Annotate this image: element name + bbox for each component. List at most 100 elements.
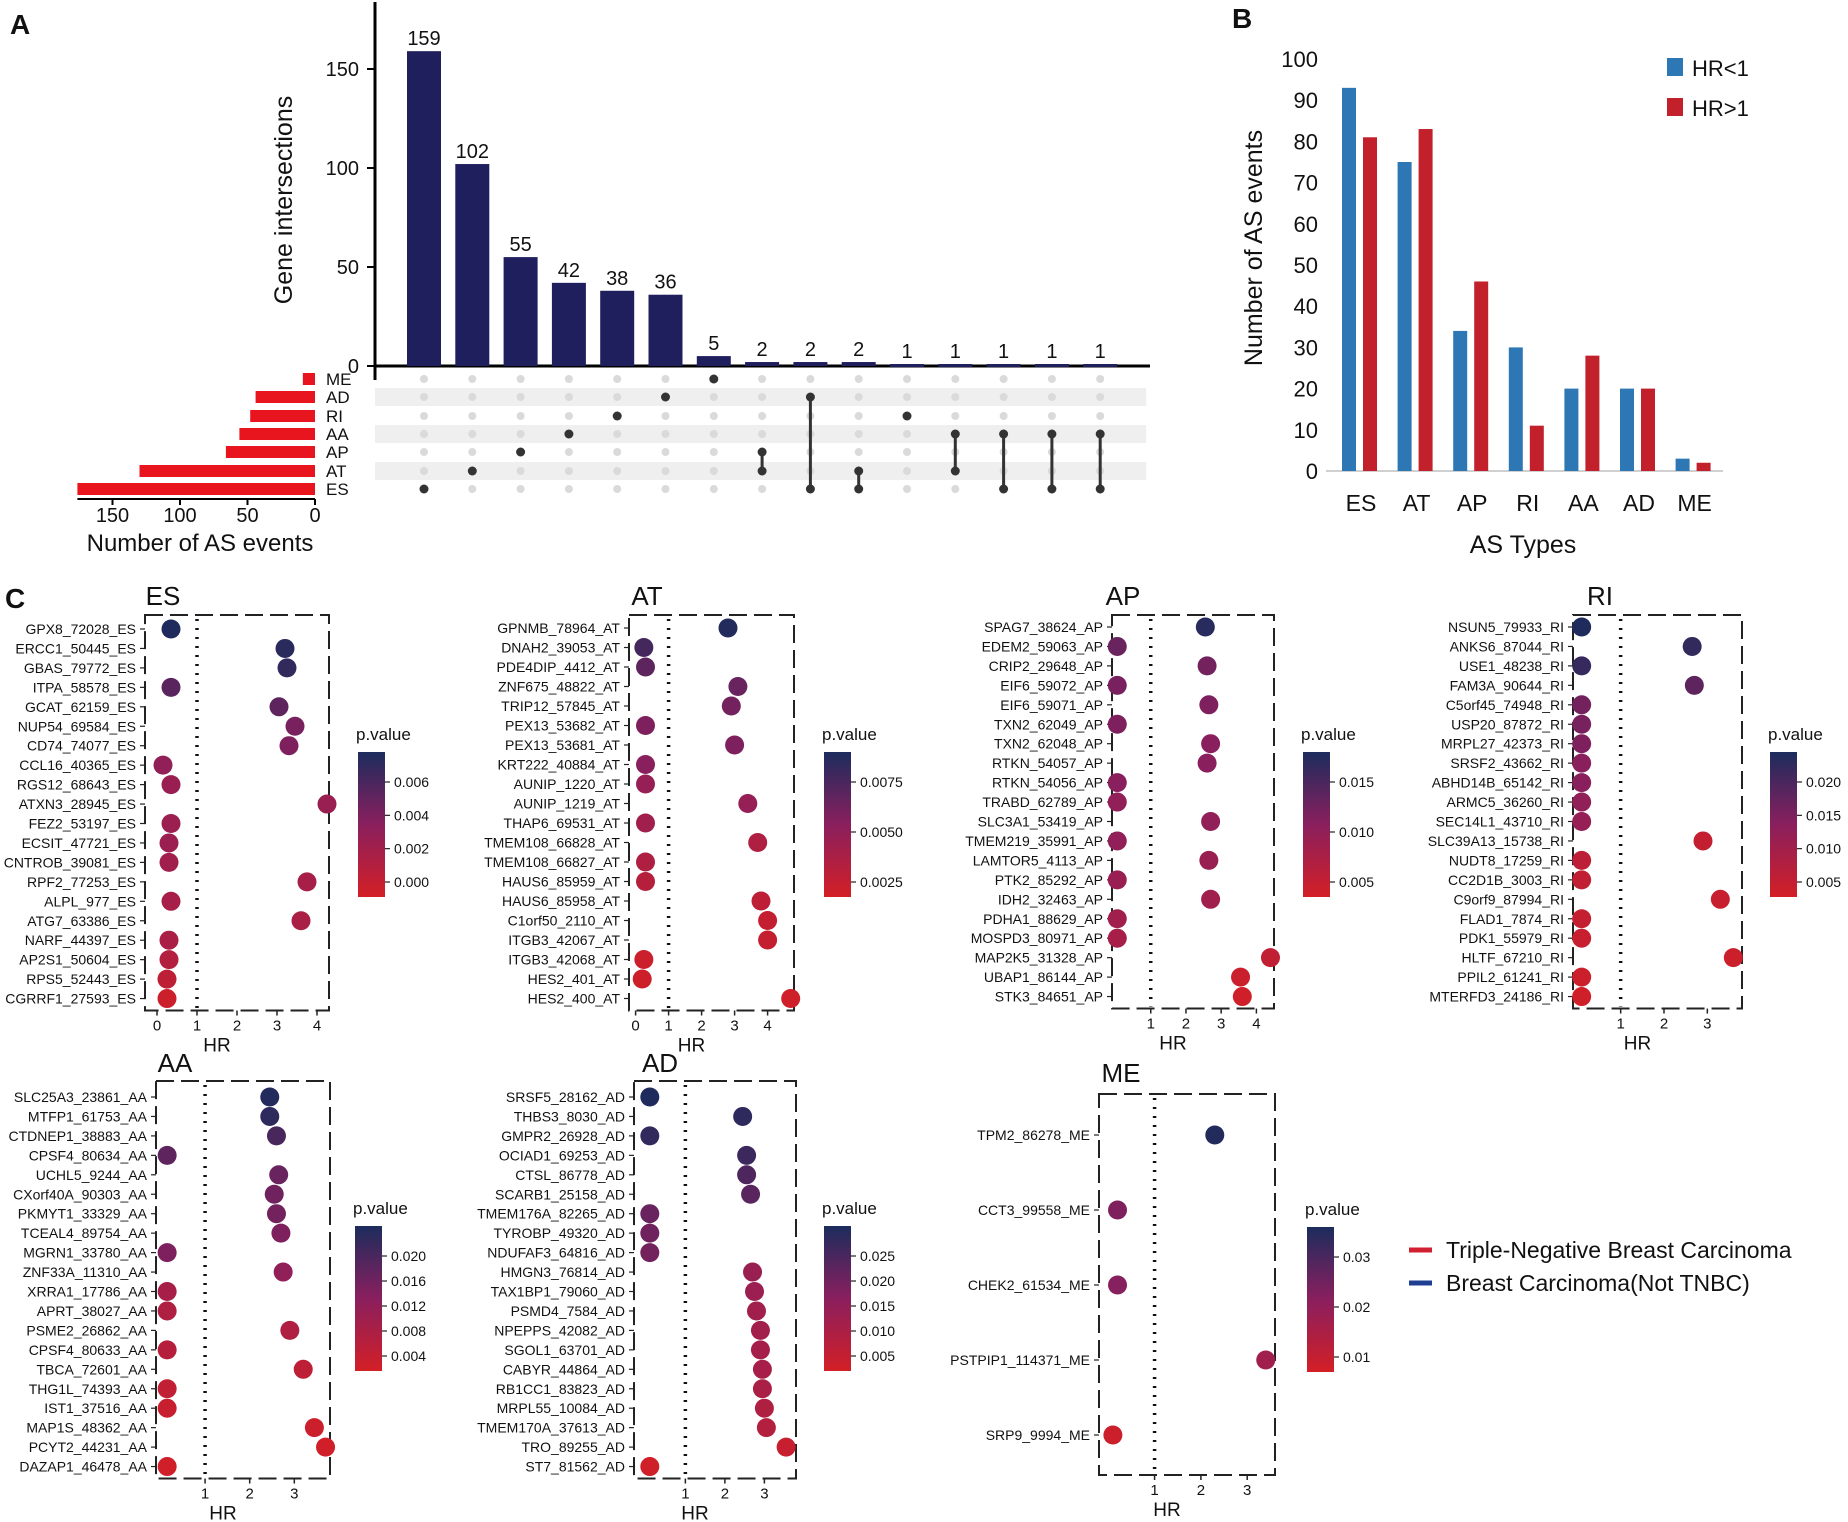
forest-dot bbox=[636, 872, 655, 891]
forest-row-label: C5orf45_74948_RI bbox=[1446, 697, 1564, 713]
as-types-y-tick-label: 50 bbox=[1294, 253, 1318, 278]
pvalue-legend-tick-label: 0.010 bbox=[1806, 841, 1841, 857]
matrix-dot-inactive bbox=[999, 375, 1008, 383]
bar-hr-low bbox=[1508, 347, 1523, 471]
forest-row-label: CGRRF1_27593_ES bbox=[5, 991, 136, 1007]
matrix-dot-inactive bbox=[564, 467, 573, 475]
forest-dot bbox=[725, 735, 745, 755]
upset-y-axis: 0 50 100 150 bbox=[326, 2, 1150, 380]
forest-dot bbox=[159, 930, 179, 950]
forest-dot bbox=[157, 989, 177, 1009]
forest-dot bbox=[1107, 675, 1127, 695]
intersection-bar-label: 1 bbox=[998, 341, 1009, 363]
forest-row-label: ZNF33A_11310_AA bbox=[23, 1264, 148, 1280]
forest-dot bbox=[756, 1418, 776, 1438]
forest-row-label: UCHL5_9244_AA bbox=[36, 1167, 148, 1183]
legend-swatch-hr-high bbox=[1667, 98, 1683, 116]
as-types-plot: 0 10 20 30 40 50 60 70 80 90 100 ES AT AP RI AA AD ME bbox=[1281, 47, 1723, 516]
forest-row-label: PEX13_53682_AT bbox=[505, 718, 620, 734]
forest-dot bbox=[1572, 695, 1592, 715]
forest-dot bbox=[159, 950, 179, 970]
forest-row-label: FEZ2_53197_ES bbox=[29, 816, 136, 832]
forest-frame bbox=[1098, 1093, 1276, 1476]
intersection-bar-label: 1 bbox=[901, 341, 912, 363]
as-types-y-tick-label: 80 bbox=[1294, 129, 1318, 154]
upset-y-tick-label: 150 bbox=[326, 59, 359, 81]
as-types-y-tick-label: 90 bbox=[1294, 88, 1318, 113]
forest-x-tick-label: 3 bbox=[730, 1018, 738, 1035]
forest-dot bbox=[1572, 987, 1592, 1007]
set-size-tick-label: 100 bbox=[163, 505, 196, 527]
forest-dot bbox=[721, 696, 741, 716]
bar-hr-high bbox=[1474, 281, 1489, 471]
matrix-dot-inactive bbox=[854, 448, 863, 456]
pvalue-legend-gradient bbox=[824, 752, 851, 897]
forest-dot bbox=[737, 1145, 757, 1165]
forest-dot bbox=[1231, 967, 1251, 987]
matrix-dot-inactive bbox=[903, 485, 911, 493]
forest-row-label: USP20_87872_RI bbox=[1451, 716, 1564, 732]
matrix-dot-inactive bbox=[420, 430, 428, 438]
intersection-bar-label: 1 bbox=[950, 341, 961, 363]
pvalue-legend-tick-label: 0.010 bbox=[1339, 824, 1374, 840]
set-name-label: AP bbox=[326, 443, 349, 462]
matrix-dot-inactive bbox=[468, 448, 477, 456]
legend-label-hr-high: HR>1 bbox=[1692, 96, 1749, 121]
intersection-bar bbox=[455, 164, 490, 366]
forest-dot bbox=[1684, 675, 1704, 695]
forest-row-label: CXorf40A_90303_AA bbox=[13, 1186, 148, 1202]
forest-dot bbox=[1572, 656, 1592, 676]
upset-matrix bbox=[375, 374, 1147, 494]
forest-row-label: CHEK2_61534_ME bbox=[968, 1277, 1090, 1293]
forest-dot bbox=[640, 1087, 660, 1107]
pvalue-legend-tick-label: 0.01 bbox=[1343, 1349, 1370, 1365]
pvalue-legend-tick-label: 0.002 bbox=[394, 841, 429, 857]
forest-dot bbox=[634, 638, 654, 657]
forest-row-label: SLC39A13_15738_RI bbox=[1428, 833, 1564, 849]
forest-row-label: PEX13_53681_AT bbox=[505, 737, 620, 753]
matrix-dot-active bbox=[564, 429, 574, 439]
matrix-dot-inactive bbox=[420, 375, 428, 383]
bar-hr-high bbox=[1696, 462, 1711, 471]
bar-hr-high bbox=[1641, 388, 1655, 471]
forest-row-label: UBAP1_86144_AP bbox=[984, 969, 1103, 985]
forest-dot bbox=[304, 1418, 324, 1438]
intersection-bar-label: 42 bbox=[558, 260, 580, 282]
as-types-y-tick-label: 30 bbox=[1294, 335, 1318, 360]
intersection-bar-label: 2 bbox=[757, 339, 768, 361]
forest-row-label: ALPL_977_ES bbox=[44, 893, 136, 909]
matrix-dot-inactive bbox=[516, 485, 525, 493]
as-types-x-axis-title: AS Types bbox=[1470, 531, 1577, 559]
intersection-bar bbox=[745, 362, 780, 366]
forest-row-label: PPIL2_61241_RI bbox=[1457, 969, 1564, 985]
forest-row-label: ST7_81562_AD bbox=[525, 1459, 625, 1475]
forest-x-tick-label: 3 bbox=[273, 1018, 281, 1035]
as-types-x-tick-label: AD bbox=[1623, 490, 1655, 516]
matrix-dot-inactive bbox=[468, 430, 477, 438]
bar-hr-low bbox=[1675, 458, 1690, 471]
forest-dot bbox=[157, 1340, 177, 1360]
matrix-dot-inactive bbox=[758, 430, 767, 438]
forest-dot bbox=[741, 1184, 761, 1204]
forest-row-label: LAMTOR5_4113_AP bbox=[973, 852, 1103, 868]
pvalue-legend-tick-label: 0.004 bbox=[394, 807, 429, 823]
bar-hr-low bbox=[1620, 388, 1634, 471]
forest-row-label: TAX1BP1_79060_AD bbox=[491, 1284, 625, 1300]
bar-hr-high bbox=[1418, 129, 1433, 472]
matrix-dot-inactive bbox=[709, 467, 718, 475]
set-size-bar bbox=[239, 428, 315, 440]
group-legend-label-not-tnbc: Breast Carcinoma(Not TNBC) bbox=[1446, 1270, 1750, 1296]
matrix-dot-inactive bbox=[999, 393, 1008, 401]
matrix-dot-inactive bbox=[903, 448, 911, 456]
matrix-dot-active bbox=[902, 411, 912, 421]
forest-dot bbox=[1572, 753, 1592, 773]
forest-dot bbox=[157, 969, 177, 989]
forest-row-label: APRT_38027_AA bbox=[37, 1303, 148, 1319]
pvalue-legend-tick-label: 0.008 bbox=[391, 1323, 426, 1339]
forest-x-tick-label: 4 bbox=[1252, 1016, 1260, 1033]
forest-x-tick-label: 2 bbox=[1182, 1016, 1190, 1033]
forest-row-label: MRPL55_10084_AD bbox=[497, 1400, 625, 1416]
forest-row-label: IDH2_32463_AP bbox=[998, 891, 1103, 907]
forest-dot bbox=[157, 1243, 177, 1263]
